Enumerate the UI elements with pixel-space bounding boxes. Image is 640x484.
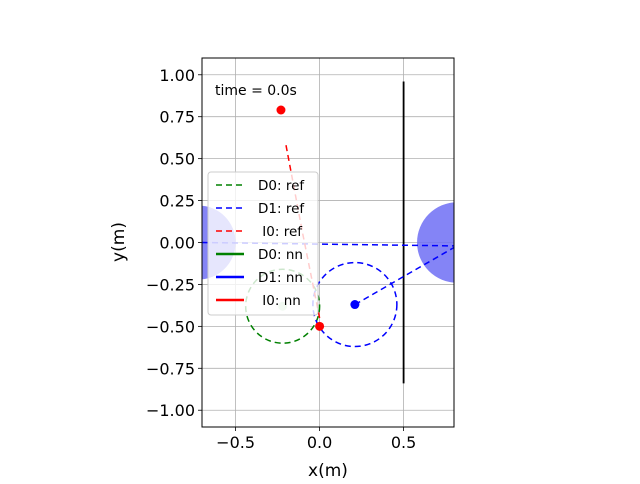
legend-label: D0: ref <box>258 178 305 194</box>
legend-label: D1: nn <box>258 270 303 286</box>
y-tick-label: −1.00 <box>146 401 195 420</box>
position-point <box>350 300 360 310</box>
legend-label: D1: ref <box>258 201 305 217</box>
legend-box <box>207 171 319 316</box>
y-tick-label: −0.75 <box>146 359 195 378</box>
obstacle-disk <box>417 202 454 283</box>
y-tick-label: 0.25 <box>159 192 195 211</box>
y-axis-label: y(m) <box>109 222 129 262</box>
x-axis-label: x(m) <box>308 461 348 480</box>
y-tick-label: −0.25 <box>146 275 195 294</box>
y-tick-label: 0.50 <box>159 150 195 169</box>
position-point <box>276 105 286 115</box>
position-point <box>315 321 325 331</box>
y-tick-label: 1.00 <box>159 66 195 85</box>
y-axis-ticks: 1.00 0.75 0.50 0.25 0.00 −0.25 −0.50 −0.75 −1.00 <box>146 66 202 420</box>
time-annotation: time = 0.0s <box>215 83 297 99</box>
x-tick-label: 0.5 <box>391 433 416 452</box>
legend: D0: ref D1: ref I0: ref D0: nn D1: nn I0: n… <box>207 171 319 316</box>
x-tick-label: 0.0 <box>307 433 332 452</box>
legend-label: I0: ref <box>258 224 303 240</box>
y-tick-label: 0.00 <box>159 234 195 253</box>
legend-label: D0: nn <box>258 247 303 263</box>
legend-label: I0: nn <box>258 293 301 309</box>
series-line <box>354 246 454 306</box>
y-tick-label: −0.50 <box>146 317 195 336</box>
y-tick-label: 0.75 <box>159 108 195 127</box>
x-tick-label: −0.5 <box>216 433 255 452</box>
x-axis-ticks: −0.5 0.0 0.5 <box>216 427 416 452</box>
